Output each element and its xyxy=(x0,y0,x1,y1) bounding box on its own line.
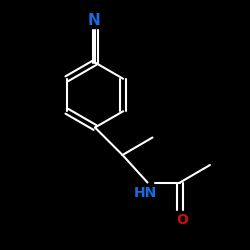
Text: HN: HN xyxy=(134,186,157,200)
Text: O: O xyxy=(176,213,188,227)
Text: N: N xyxy=(88,13,100,28)
